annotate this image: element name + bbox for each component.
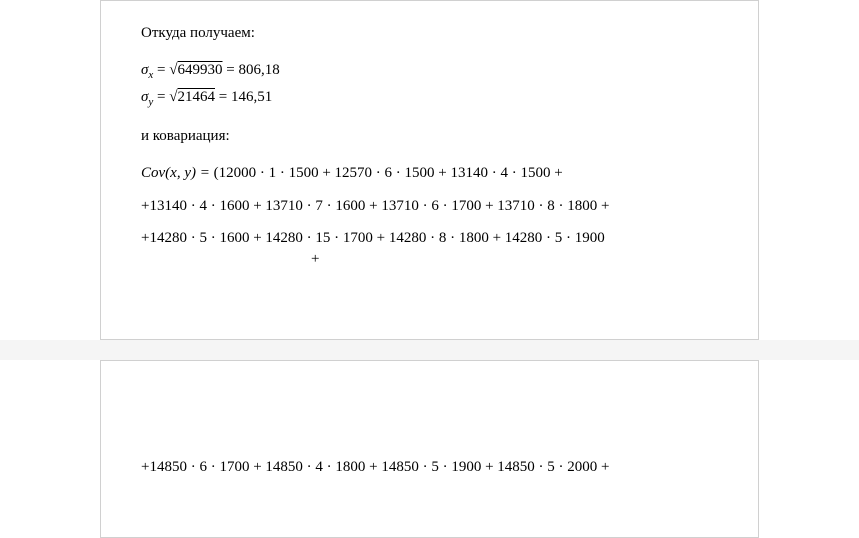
page-one: Откуда получаем: σx = √649930 = 806,18 σ… xyxy=(100,0,759,340)
sigma-section: σx = √649930 = 806,18 σy = √21464 = 146,… xyxy=(141,59,718,110)
sigma-y-sqrt: 21464 xyxy=(178,89,216,105)
sigma-x-line: σx = √649930 = 806,18 xyxy=(141,59,718,84)
cov-section: Cov(x, y) = (12000 · 1 · 1500 + 12570 · … xyxy=(141,162,718,270)
cov-line-2: +13140 · 4 · 1600 + 13710 · 7 · 1600 + 1… xyxy=(141,195,718,218)
sqrt-symbol: √ xyxy=(169,62,177,78)
cov-args: (x, y) = xyxy=(165,165,213,181)
sqrt-symbol: √ xyxy=(169,89,177,105)
sigma-y-line: σy = √21464 = 146,51 xyxy=(141,86,718,111)
cov-label: Cov xyxy=(141,165,165,181)
sigma-y-eq: = xyxy=(153,89,169,105)
sigma-y-result: = 146,51 xyxy=(215,89,272,105)
sigma-x-result: = 806,18 xyxy=(223,62,280,78)
intro-text: Откуда получаем: xyxy=(141,21,718,45)
cov-line-3-plus: + xyxy=(141,248,718,271)
cov-line-3: +14280 · 5 · 1600 + 14280 · 15 · 1700 + … xyxy=(141,227,718,250)
cov-line-4: +14850 · 6 · 1700 + 14850 · 4 · 1800 + 1… xyxy=(141,456,718,479)
sigma-x-eq: = xyxy=(153,62,169,78)
cov-intro-text: и ковариация: xyxy=(141,124,718,148)
cov-line-1: Cov(x, y) = (12000 · 1 · 1500 + 12570 · … xyxy=(141,162,718,185)
intro-section: Откуда получаем: xyxy=(141,21,718,45)
page-gap xyxy=(0,340,859,360)
cov-expr-1: (12000 · 1 · 1500 + 12570 · 6 · 1500 + 1… xyxy=(214,165,563,181)
cov-intro-section: и ковариация: xyxy=(141,124,718,148)
sigma-x-sqrt: 649930 xyxy=(178,62,223,78)
page-two: +14850 · 6 · 1700 + 14850 · 4 · 1800 + 1… xyxy=(100,360,759,538)
